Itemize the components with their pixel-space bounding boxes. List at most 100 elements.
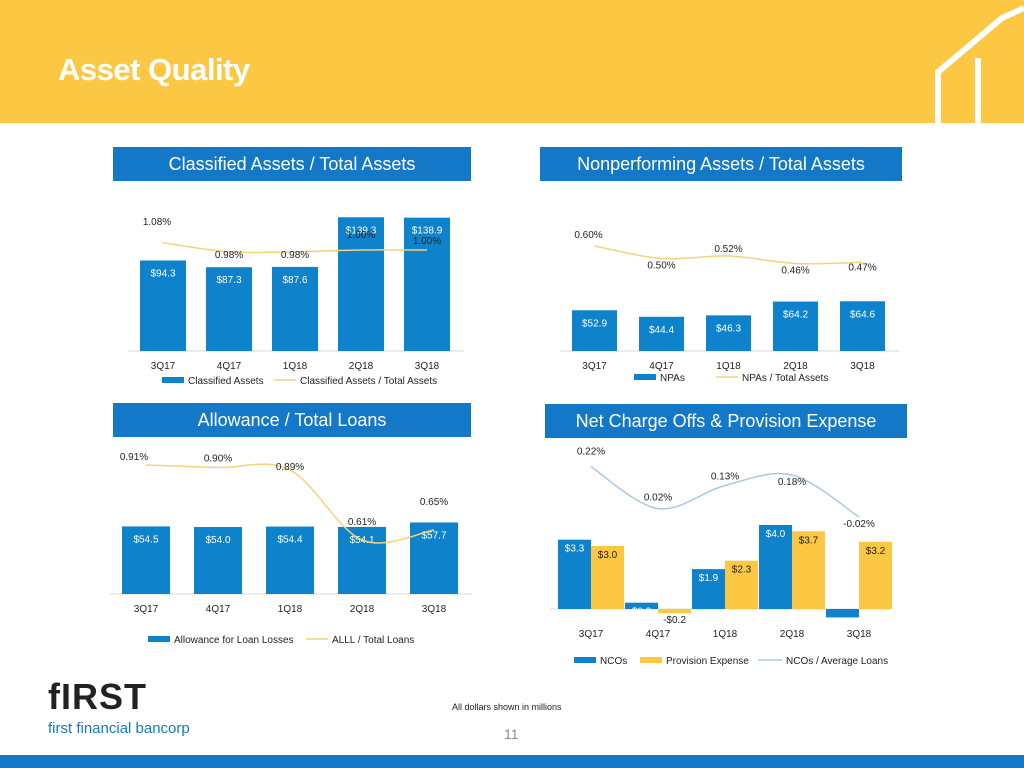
bar-value-label: $94.3 (150, 268, 175, 279)
legend-label-nco: NCOs (600, 656, 627, 667)
chart-npa: $52.9 3Q17 $44.4 4Q17 $46.3 1Q18 $64.2 2Q18 $64.… (560, 230, 899, 384)
bar-value-label: $138.9 (412, 226, 443, 237)
line-value-label: 0.47% (848, 262, 876, 273)
x-tick-label: 3Q18 (422, 604, 447, 615)
bar-3Q18 (404, 217, 450, 351)
bar-value-label: $3.3 (565, 544, 585, 555)
x-tick-label: 3Q17 (579, 629, 604, 640)
line-value-label: 0.65% (420, 497, 448, 508)
bar-nco-3Q17 (558, 539, 591, 609)
bar-value-label: $57.7 (421, 530, 446, 541)
bar-value-label: $4.0 (766, 529, 786, 540)
x-tick-label: 2Q18 (780, 629, 805, 640)
bar-4Q17 (194, 527, 242, 594)
legend-swatch-bar (634, 374, 656, 380)
bar-provision-3Q18 (859, 541, 892, 609)
line-value-label: 0.90% (204, 454, 232, 465)
chart-allowance: $54.53Q17$54.04Q17$54.41Q18$54.12Q18$57.… (110, 452, 472, 646)
line-value-label: 0.13% (711, 472, 739, 483)
legend-label-line: Classified Assets / Total Assets (300, 376, 437, 387)
x-tick-label: 3Q17 (134, 604, 159, 615)
line-value-label: 0.98% (281, 250, 309, 261)
x-tick-label: 4Q17 (646, 629, 671, 640)
legend-label-bar: Classified Assets (188, 376, 264, 387)
bar-value-label: $44.4 (649, 325, 674, 336)
logo-subtitle: first financial bancorp (48, 720, 190, 737)
line-value-label: 0.46% (781, 266, 809, 277)
x-tick-label: 3Q18 (850, 361, 875, 372)
footnote: All dollars shown in millions (452, 702, 562, 712)
logo-wordmark: fIRST (48, 676, 147, 717)
line-value-label: 0.02% (644, 493, 672, 504)
bar-3Q17 (122, 526, 170, 594)
bar-value-label: $1.9 (699, 573, 719, 584)
panel-title-npa: Nonperforming Assets / Total Assets (540, 147, 902, 181)
x-tick-label: 1Q18 (713, 629, 738, 640)
ratio-line (162, 242, 428, 254)
bar-value-label: $3.0 (598, 550, 618, 561)
bar-provision-3Q17 (591, 546, 624, 609)
legend-swatch-provision (640, 657, 662, 663)
bar-3Q17 (572, 310, 617, 351)
line-value-label: 1.00% (413, 236, 441, 247)
legend-label-provision: Provision Expense (666, 656, 749, 667)
bar-4Q17 (206, 267, 252, 351)
bar-value-label: $64.2 (783, 310, 808, 321)
bar-value-label: -$0.2 (663, 615, 686, 626)
bar-1Q18 (706, 315, 751, 351)
legend-label-bar: NPAs (660, 373, 685, 384)
x-tick-label: 1Q18 (283, 361, 308, 372)
bar-value-label: $64.6 (850, 309, 875, 320)
x-tick-label: 2Q18 (349, 361, 374, 372)
bar-2Q18 (338, 526, 386, 594)
bar-1Q18 (266, 526, 314, 594)
bar-nco-2Q18 (759, 525, 792, 609)
line-value-label: 0.18% (778, 477, 806, 488)
x-tick-label: 4Q17 (217, 361, 242, 372)
x-tick-label: 2Q18 (783, 361, 808, 372)
panel-title-classified: Classified Assets / Total Assets (113, 147, 471, 181)
bar-value-label: $2.3 (732, 565, 752, 576)
bar-1Q18 (272, 266, 318, 351)
bar-value-label: $46.3 (716, 323, 741, 334)
x-tick-label: 3Q18 (847, 629, 872, 640)
line-value-label: 0.98% (215, 250, 243, 261)
panel-title-nco: Net Charge Offs & Provision Expense (545, 404, 907, 438)
legend-label-line: NCOs / Average Loans (786, 656, 888, 667)
chart-nco: $3.3 $3.0 3Q17 $0.3 -$0.2 4Q17 $1.9 $2.3 1Q18 $4.… (550, 447, 892, 667)
line-value-label: 1.08% (143, 217, 171, 228)
x-tick-label: 1Q18 (278, 604, 303, 615)
bar-value-label: -$0.4 (831, 619, 854, 630)
bar-value-label: $54.5 (133, 534, 158, 545)
line-value-label: 1.00% (347, 230, 375, 241)
header-band (0, 0, 1024, 123)
footer-bar (0, 755, 1024, 768)
ratio-line (594, 245, 863, 265)
line-value-label: 0.91% (120, 452, 148, 463)
line-value-label: 0.61% (348, 517, 376, 528)
bar-value-label: $3.2 (866, 546, 886, 557)
ratio-line (590, 465, 860, 518)
x-tick-label: 4Q17 (206, 604, 231, 615)
legend-swatch-nco (574, 657, 596, 663)
bar-nco-1Q18 (692, 569, 725, 609)
line-value-label: 0.89% (276, 462, 304, 473)
x-tick-label: 3Q17 (582, 361, 607, 372)
bar-2Q18 (773, 301, 818, 351)
building-outline-graphic (935, 5, 1024, 123)
panel-title-allowance: Allowance / Total Loans (113, 403, 471, 437)
legend-label-bar: Allowance for Loan Losses (174, 635, 294, 646)
x-tick-label: 4Q17 (649, 361, 674, 372)
line-value-label: 0.50% (647, 261, 675, 272)
bar-provision-1Q18 (725, 560, 758, 609)
x-tick-label: 3Q18 (415, 361, 440, 372)
bar-value-label: $0.3 (632, 607, 652, 618)
legend-swatch-bar (162, 377, 184, 383)
bar-value-label: $139.3 (346, 225, 377, 236)
bar-value-label: $54.4 (277, 535, 302, 546)
line-value-label: 0.22% (577, 447, 605, 458)
bar-value-label: $54.0 (205, 535, 230, 546)
legend-swatch-bar (148, 636, 170, 642)
chart-classified: $94.3 3Q17 $87.3 4Q17 $87.6 1Q18 $139.3 2Q18 $13… (128, 217, 464, 387)
bar-value-label: $87.6 (282, 275, 307, 286)
